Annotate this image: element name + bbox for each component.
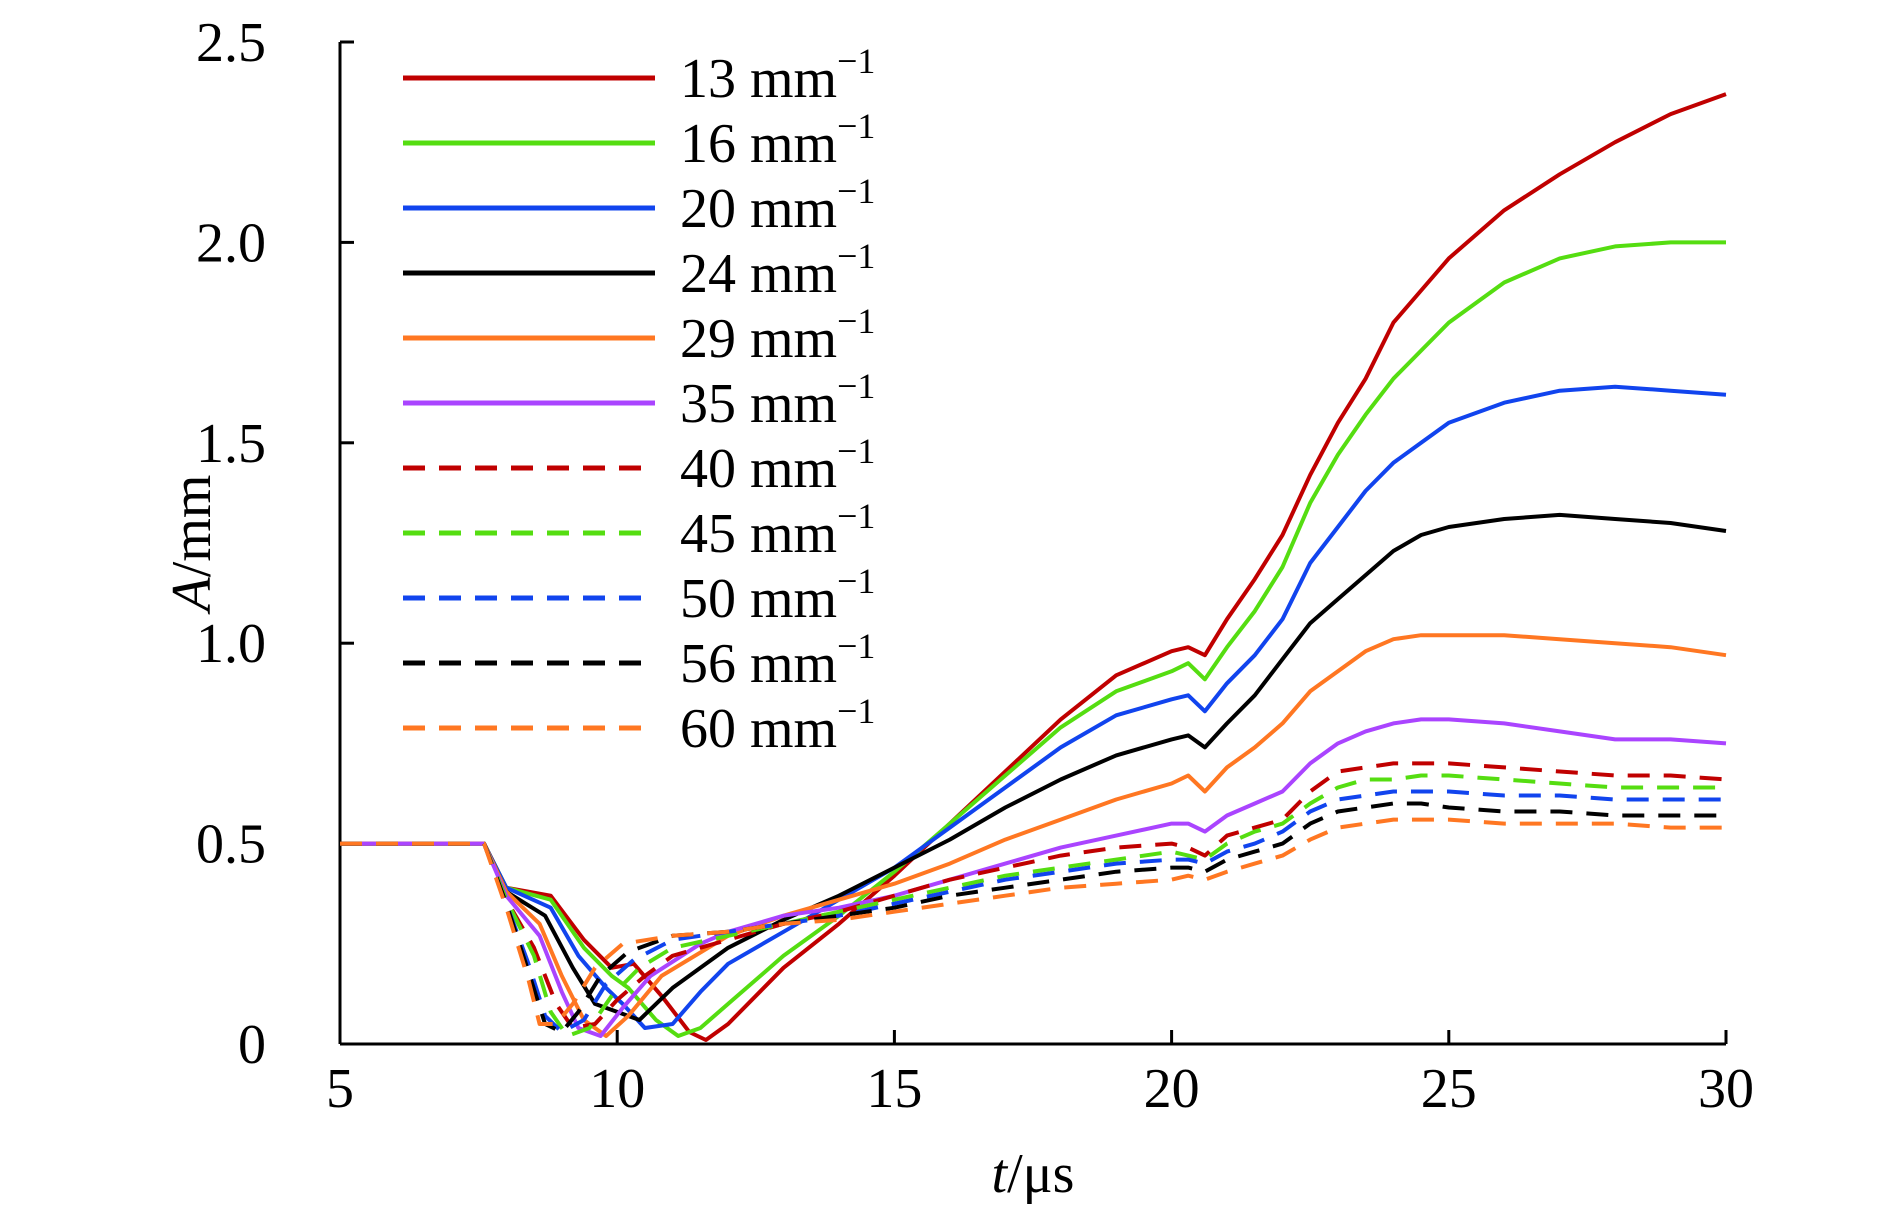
- legend-label: 50 mm−1: [680, 561, 875, 630]
- y-tick-label: 0: [238, 1014, 266, 1076]
- y-tick-label: 1.0: [196, 613, 266, 675]
- y-axis-unit: /mm: [161, 475, 223, 578]
- legend: 13 mm−116 mm−120 mm−124 mm−129 mm−135 mm…: [403, 41, 875, 760]
- plot-area: 5 10 15 20 25 30 0 0.5 1.0 1.5 2.0 2.5: [196, 12, 1754, 1120]
- legend-label: 29 mm−1: [680, 301, 875, 370]
- legend-label-exponent: −1: [837, 106, 875, 146]
- x-tick-label: 20: [1144, 1058, 1200, 1120]
- series-line-20-mm: [340, 384, 1727, 1030]
- legend-label-exponent: −1: [837, 366, 875, 406]
- legend-label: 16 mm−1: [680, 106, 875, 175]
- data-series: [340, 92, 1727, 1042]
- legend-label-text: 13 mm: [680, 48, 837, 110]
- series-line-24-mm: [340, 512, 1727, 1022]
- legend-label: 60 mm−1: [680, 691, 875, 760]
- legend-label-text: 56 mm: [680, 633, 837, 695]
- legend-label-exponent: −1: [837, 691, 875, 731]
- x-axis-variable: t: [992, 1143, 1009, 1205]
- series-line-45-mm: [340, 773, 1726, 1038]
- x-tick-label: 25: [1421, 1058, 1477, 1120]
- legend-label-text: 50 mm: [680, 568, 837, 630]
- legend-label: 20 mm−1: [680, 171, 875, 240]
- legend-label: 13 mm−1: [680, 41, 875, 110]
- legend-label-exponent: −1: [837, 301, 875, 341]
- series-line-29-mm: [340, 633, 1727, 1038]
- legend-label-text: 40 mm: [680, 438, 837, 500]
- legend-label: 56 mm−1: [680, 626, 875, 695]
- legend-label: 35 mm−1: [680, 366, 875, 435]
- x-tick-label: 5: [326, 1058, 354, 1120]
- x-tick-label: 30: [1698, 1058, 1754, 1120]
- series-line-40-mm: [340, 761, 1727, 1030]
- legend-label: 40 mm−1: [680, 431, 875, 500]
- legend-label-text: 29 mm: [680, 308, 837, 370]
- y-tick-label: 0.5: [196, 814, 266, 876]
- y-axis-variable: A: [161, 576, 223, 615]
- legend-label-text: 60 mm: [680, 698, 837, 760]
- series-line-60-mm: [340, 817, 1726, 1026]
- axis-ticks: 5 10 15 20 25 30 0 0.5 1.0 1.5 2.0 2.5: [196, 12, 1754, 1120]
- legend-label-exponent: −1: [837, 171, 875, 211]
- legend-label: 45 mm−1: [680, 496, 875, 565]
- legend-label-text: 16 mm: [680, 113, 837, 175]
- series-line-50-mm: [340, 789, 1726, 1034]
- y-tick-label: 1.5: [196, 413, 266, 475]
- series-line-35-mm: [340, 717, 1727, 1038]
- series-line-56-mm: [340, 801, 1726, 1034]
- legend-label: 24 mm−1: [680, 236, 875, 305]
- y-tick-label: 2.5: [196, 12, 266, 74]
- legend-label-exponent: −1: [837, 41, 875, 81]
- y-tick-label: 2.0: [196, 212, 266, 274]
- x-tick-label: 10: [589, 1058, 645, 1120]
- legend-label-text: 45 mm: [680, 503, 837, 565]
- legend-label-exponent: −1: [837, 561, 875, 601]
- legend-label-exponent: −1: [837, 431, 875, 471]
- x-axis-title: t/μs: [992, 1143, 1075, 1205]
- legend-label-text: 20 mm: [680, 178, 837, 240]
- legend-label-exponent: −1: [837, 496, 875, 536]
- x-axis-unit: /μs: [1007, 1143, 1074, 1205]
- legend-label-text: 24 mm: [680, 243, 837, 305]
- y-axis-title: A/mm: [161, 475, 223, 616]
- legend-label-text: 35 mm: [680, 373, 837, 435]
- legend-label-exponent: −1: [837, 236, 875, 276]
- x-tick-label: 15: [866, 1058, 922, 1120]
- legend-label-exponent: −1: [837, 626, 875, 666]
